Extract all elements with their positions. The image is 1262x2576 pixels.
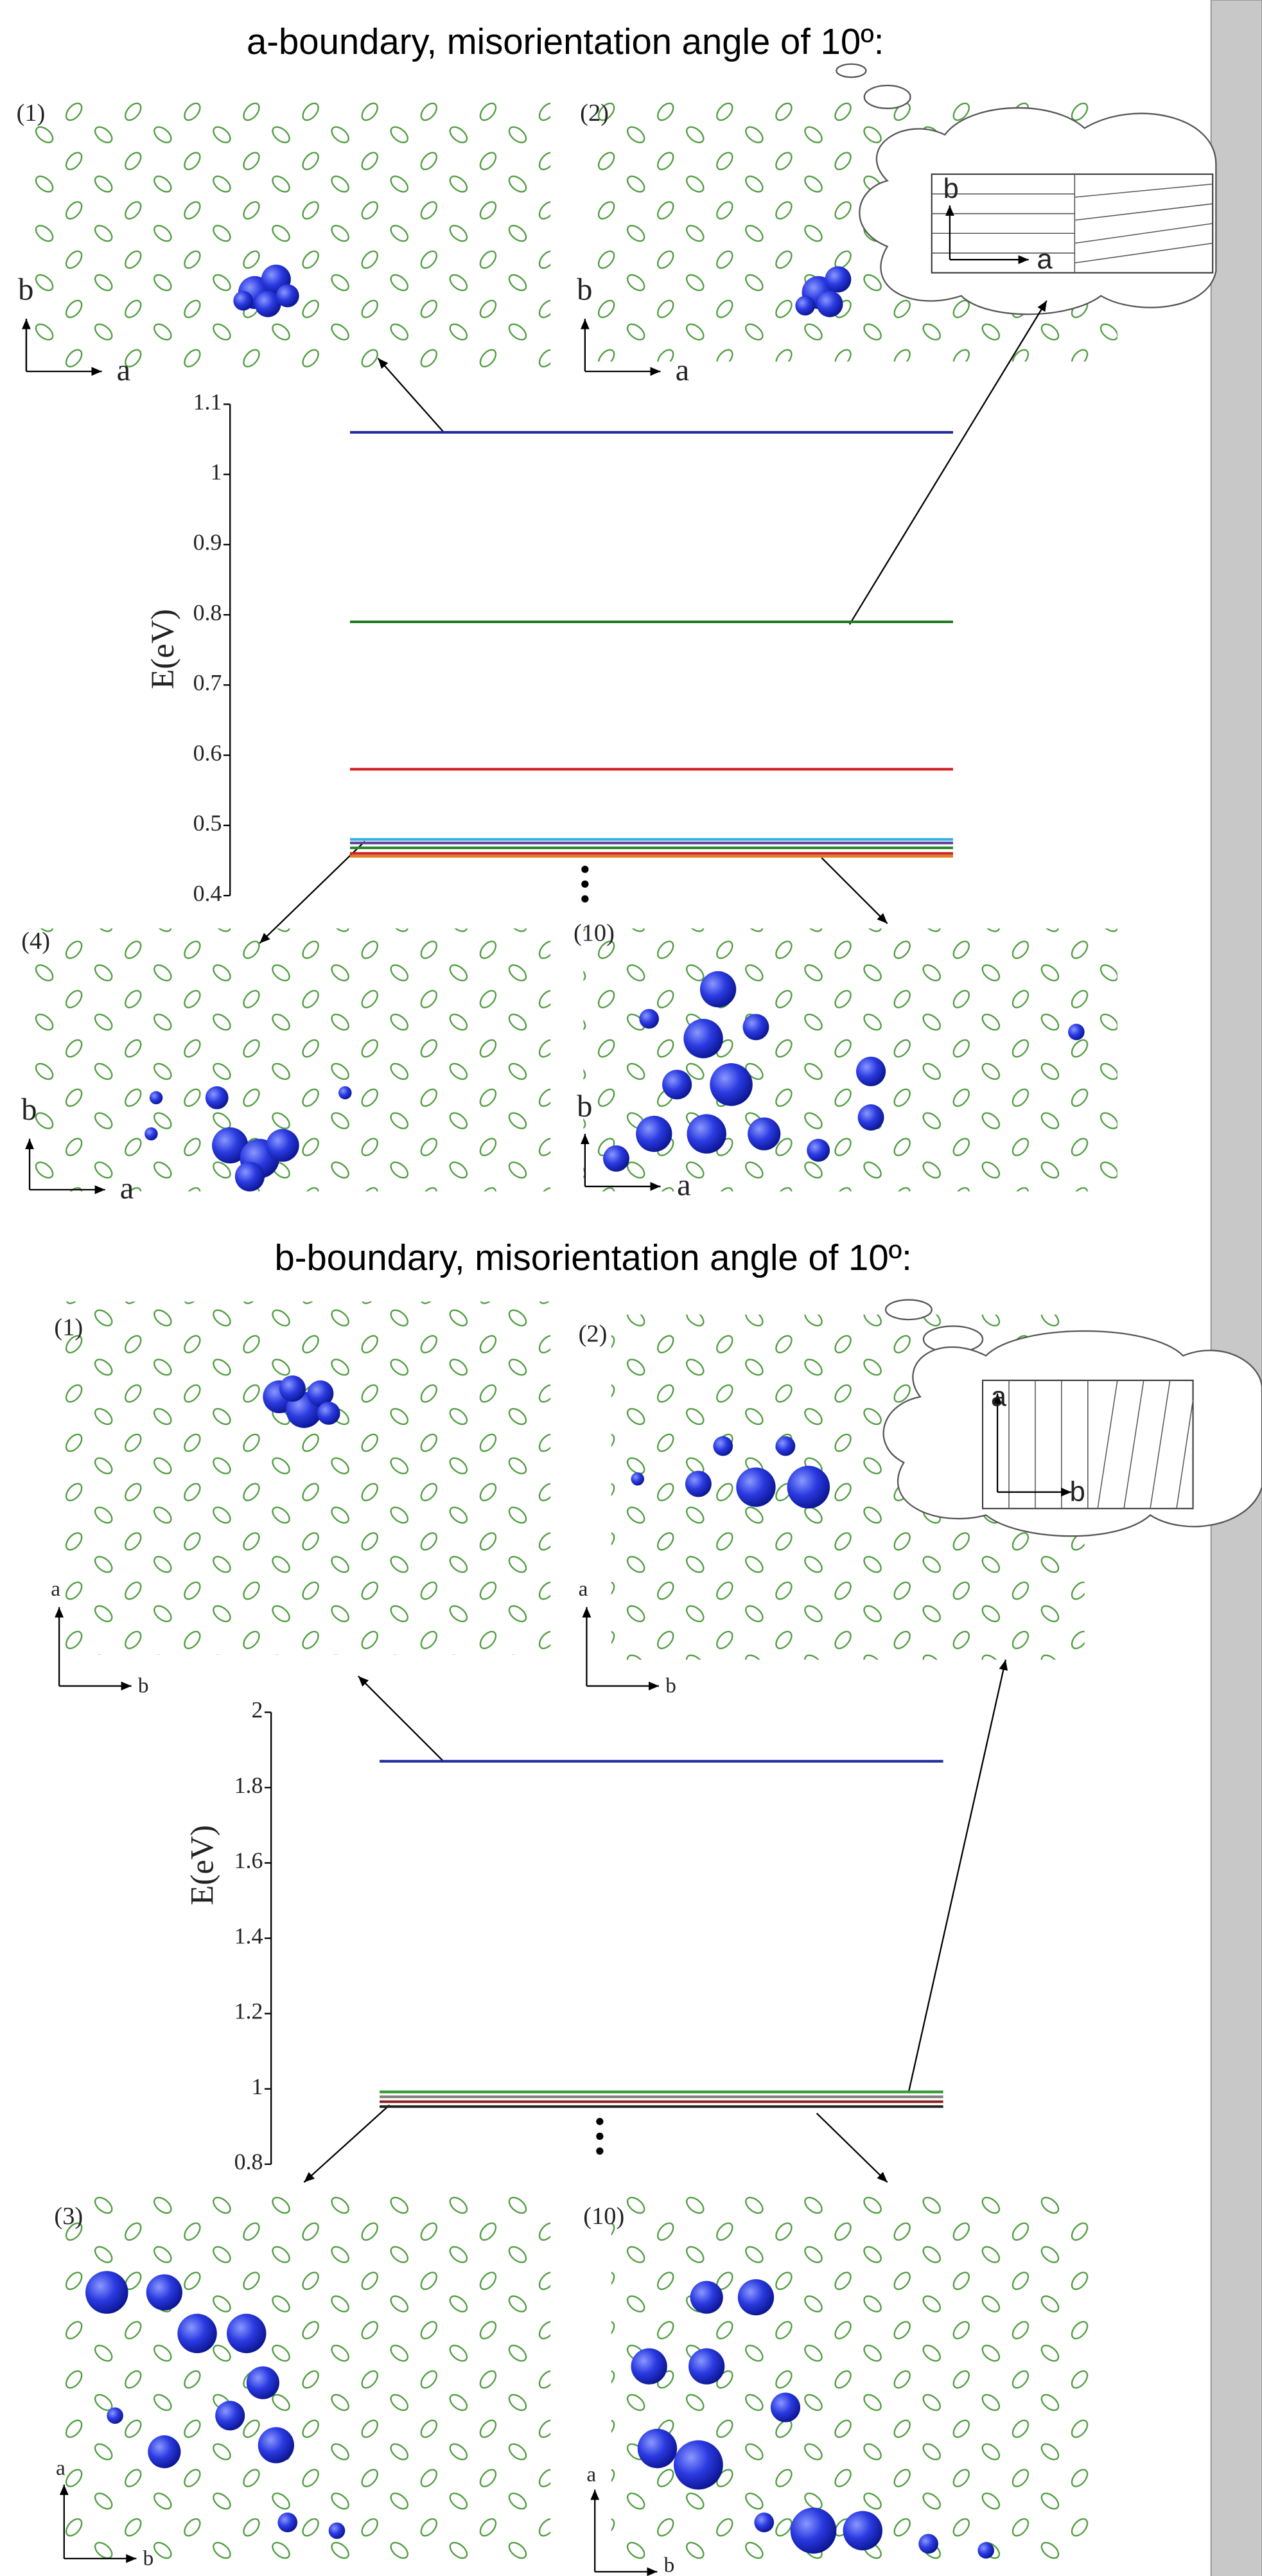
axis-letter: b [18, 272, 33, 306]
chart-title: b-boundary, misorientation angle of 10º: [274, 1237, 911, 1278]
panel-label: (10) [583, 2203, 624, 2230]
ellipsis-dots [596, 2117, 604, 2155]
molecule-panel [62, 1301, 551, 1655]
y-tick-label: 0.4 [193, 880, 222, 906]
y-tick-label: 1.2 [234, 1998, 263, 2024]
axis-letter: b [138, 1674, 149, 1698]
axis-letter: a [677, 1168, 691, 1203]
pointer-arrow [357, 1675, 444, 1763]
axis-letter: a [56, 2456, 66, 2480]
ellipsis-dots [581, 865, 589, 903]
panel-label: (2) [579, 1321, 608, 1348]
pointer-arrow [816, 2112, 888, 2183]
panel-label: (3) [54, 2203, 83, 2230]
y-tick-label: 0.7 [193, 670, 222, 696]
panel-label: (1) [17, 100, 46, 127]
axis-letter: b [143, 2546, 154, 2570]
inset-lattice [1008, 1380, 1194, 1509]
pointer-arrow [303, 2104, 390, 2183]
y-tick-label: 1.6 [234, 1848, 263, 1873]
panel-axes [22, 319, 661, 1194]
y-tick-label: 0.9 [193, 529, 222, 555]
panel-label: (4) [21, 928, 50, 955]
panel-label: (2) [580, 100, 609, 127]
pointer-arrow [259, 840, 365, 944]
panels-a: (1) (2) (4) (10) b a b a b a b a b a [17, 63, 1217, 1206]
y-tick-label: 2 [251, 1697, 263, 1723]
y-tick-label: 0.5 [193, 810, 222, 836]
y-tick-label: 1.8 [234, 1772, 263, 1798]
panel-label: (10) [574, 919, 615, 946]
axis-letter: a [120, 1171, 134, 1206]
y-axis-label: E(eV) [184, 1825, 221, 1905]
axis-letter: b [577, 1089, 592, 1124]
orbital [145, 264, 1085, 1192]
inset-letter: b [943, 173, 959, 204]
inset-frame [931, 173, 1214, 274]
axis-letter: b [21, 1092, 37, 1127]
molecule-panel [611, 2193, 1093, 2564]
molecule-panel [583, 928, 1117, 1192]
y-tick-label: 0.8 [234, 2149, 263, 2175]
pointer-arrow [848, 300, 1047, 625]
y-tick-label: 1.4 [234, 1923, 263, 1948]
y-tick-label: 0.8 [193, 599, 222, 625]
pointer-arrow [377, 357, 444, 433]
inset-letter: b [1070, 1477, 1085, 1508]
molecule-panel [33, 98, 551, 370]
y-axis-label: E(eV) [145, 609, 181, 689]
inset-lattice [931, 174, 1213, 273]
panel-label: (1) [54, 1314, 83, 1341]
axis-letter: a [117, 353, 131, 387]
panels-b: (1) (2) (3) (10) a b a b a b a b a b [51, 1299, 1262, 2576]
panel-axes [55, 1607, 659, 2576]
axis-letter: b [664, 2553, 675, 2576]
axis-letter: a [586, 2463, 596, 2487]
inset-letter: a [1037, 244, 1053, 275]
chart-title: a-boundary, misorientation angle of 10º: [247, 21, 884, 62]
axis-letter: a [51, 1577, 60, 1601]
axis-letter: a [579, 1577, 588, 1601]
axis-letter: a [676, 353, 690, 387]
y-tick-label: 1 [211, 459, 222, 485]
axis-letter: b [665, 1674, 676, 1698]
molecule-panel [62, 2193, 551, 2564]
sidebar [1210, 0, 1262, 2576]
pointer-arrow [907, 1659, 1008, 2092]
axis-letter: b [577, 272, 592, 306]
y-tick-label: 1.1 [193, 389, 222, 415]
y-tick-label: 0.6 [193, 740, 222, 766]
pointer-arrow [821, 857, 888, 924]
inset-letter: a [991, 1381, 1007, 1412]
orbital [85, 1375, 994, 2559]
y-tick-label: 1 [251, 2074, 263, 2099]
